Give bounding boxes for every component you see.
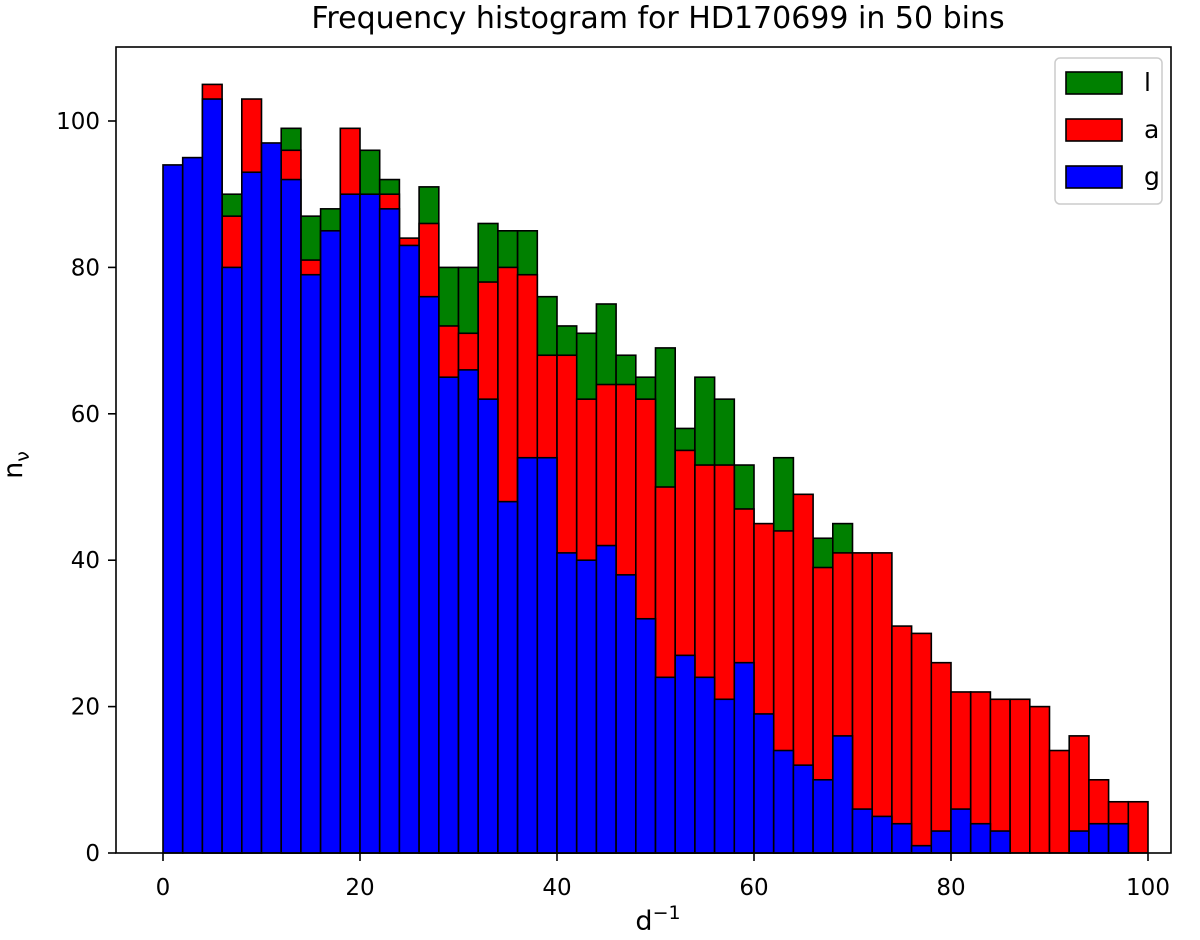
bar-g-46	[1068, 830, 1090, 854]
y-axis-label: nν	[0, 451, 34, 479]
bar-g-36	[871, 815, 893, 854]
bar-a-43	[1009, 698, 1031, 854]
bar-g-4	[241, 171, 263, 854]
bar-g-48	[1107, 822, 1130, 854]
bar-g-7	[300, 273, 322, 854]
bar-g-24	[634, 617, 657, 854]
bar-g-26	[674, 654, 696, 854]
y-tick-label-100: 100	[56, 109, 100, 135]
x-axis-ticks: 0 20 40 60 80 100	[156, 853, 1170, 901]
bar-g-13	[418, 295, 440, 854]
bar-g-5	[260, 142, 283, 854]
legend-label-l: l	[1144, 68, 1151, 97]
y-tick-label-20: 20	[71, 695, 100, 721]
y-axis-label-base: n	[0, 462, 29, 479]
bar-a-49	[1127, 800, 1149, 854]
plot-frame	[115, 46, 1172, 854]
x-tick-label-100: 100	[1126, 875, 1170, 901]
bar-g-2	[201, 98, 223, 854]
x-axis-label-base: d	[635, 906, 652, 937]
bar-g-28	[713, 698, 736, 854]
bar-g-27	[694, 676, 716, 854]
bar-g-25	[654, 676, 677, 854]
bar-g-33	[812, 778, 834, 854]
bar-a-42	[989, 698, 1011, 854]
bar-g-29	[733, 661, 755, 854]
bar-g-20	[556, 552, 578, 854]
y-tick-label-0: 0	[85, 841, 100, 867]
x-tick-label-20: 20	[345, 875, 374, 901]
legend-swatch-a	[1065, 118, 1123, 142]
y-tick-label-40: 40	[71, 548, 100, 574]
y-tick-label-60: 60	[71, 402, 100, 428]
bar-g-35	[851, 808, 874, 854]
legend-label-g: g	[1144, 162, 1160, 191]
bar-g-19	[536, 456, 558, 854]
bar-g-31	[772, 749, 795, 854]
bar-g-1	[181, 156, 204, 854]
legend: lag	[1054, 57, 1163, 205]
bar-g-17	[497, 500, 519, 854]
bar-g-30	[753, 713, 775, 854]
y-axis-label-subscript: ν	[12, 451, 34, 462]
bar-g-42	[989, 830, 1011, 854]
bar-g-32	[792, 764, 814, 854]
bar-g-3	[221, 266, 243, 854]
bar-a-39	[930, 661, 952, 854]
bar-g-23	[615, 574, 637, 854]
bar-g-16	[477, 398, 499, 854]
legend-label-a: a	[1144, 115, 1159, 144]
bar-g-12	[398, 244, 420, 854]
x-tick-label-60: 60	[739, 875, 768, 901]
y-axis-ticks: 0 20 40 60 80 100	[56, 109, 116, 867]
x-tick-label-0: 0	[156, 875, 171, 901]
bar-g-14	[437, 376, 460, 854]
bar-a-36	[871, 552, 893, 854]
bar-g-34	[831, 735, 854, 854]
x-tick-label-80: 80	[936, 875, 965, 901]
bar-a-37	[891, 625, 913, 854]
bar-g-0	[162, 164, 184, 854]
bar-g-47	[1088, 822, 1110, 854]
x-axis-label-superscript: −1	[653, 902, 681, 924]
bar-g-15	[457, 369, 480, 854]
bar-g-41	[969, 822, 992, 854]
y-tick-label-80: 80	[71, 255, 100, 281]
bar-g-10	[359, 193, 381, 854]
x-axis-label: d−1	[635, 902, 680, 937]
bar-g-18	[516, 456, 539, 854]
bar-g-21	[575, 559, 598, 854]
legend-swatch-l	[1065, 71, 1123, 95]
bar-g-40	[950, 808, 972, 854]
bar-g-11	[378, 208, 401, 854]
bar-a-35	[851, 552, 874, 854]
bar-g-38	[910, 844, 933, 854]
bar-g-39	[930, 830, 952, 854]
bar-a-45	[1048, 749, 1071, 854]
bar-a-44	[1029, 705, 1051, 854]
bar-g-8	[319, 230, 342, 854]
bar-a-38	[910, 632, 933, 854]
bar-g-22	[595, 544, 617, 854]
bar-g-6	[280, 178, 302, 854]
bar-g-9	[339, 193, 361, 854]
chart-title: Frequency histogram for HD170699 in 50 b…	[311, 1, 1004, 36]
bars-layer	[162, 83, 1149, 854]
x-tick-label-40: 40	[542, 875, 571, 901]
legend-swatch-g	[1065, 165, 1123, 189]
bar-g-37	[891, 822, 913, 854]
